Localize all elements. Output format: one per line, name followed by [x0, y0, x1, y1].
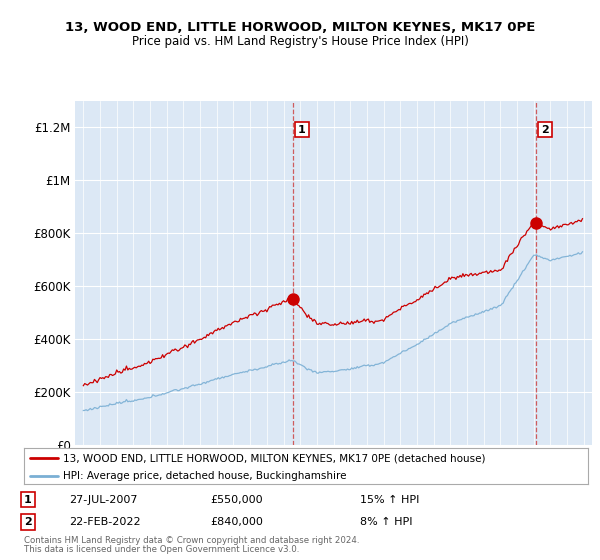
Text: Contains HM Land Registry data © Crown copyright and database right 2024.: Contains HM Land Registry data © Crown c…	[24, 536, 359, 545]
Text: 27-JUL-2007: 27-JUL-2007	[69, 494, 137, 505]
Text: £550,000: £550,000	[210, 494, 263, 505]
Text: This data is licensed under the Open Government Licence v3.0.: This data is licensed under the Open Gov…	[24, 545, 299, 554]
Text: 2: 2	[541, 124, 549, 134]
Text: 15% ↑ HPI: 15% ↑ HPI	[360, 494, 419, 505]
Text: 22-FEB-2022: 22-FEB-2022	[69, 517, 140, 527]
Text: 13, WOOD END, LITTLE HORWOOD, MILTON KEYNES, MK17 0PE: 13, WOOD END, LITTLE HORWOOD, MILTON KEY…	[65, 21, 535, 34]
Text: £840,000: £840,000	[210, 517, 263, 527]
Text: 13, WOOD END, LITTLE HORWOOD, MILTON KEYNES, MK17 0PE (detached house): 13, WOOD END, LITTLE HORWOOD, MILTON KEY…	[64, 453, 486, 463]
Text: 2: 2	[24, 517, 32, 527]
Text: 1: 1	[24, 494, 32, 505]
Text: HPI: Average price, detached house, Buckinghamshire: HPI: Average price, detached house, Buck…	[64, 472, 347, 482]
Text: 8% ↑ HPI: 8% ↑ HPI	[360, 517, 413, 527]
Text: Price paid vs. HM Land Registry's House Price Index (HPI): Price paid vs. HM Land Registry's House …	[131, 35, 469, 48]
Text: 1: 1	[298, 124, 306, 134]
